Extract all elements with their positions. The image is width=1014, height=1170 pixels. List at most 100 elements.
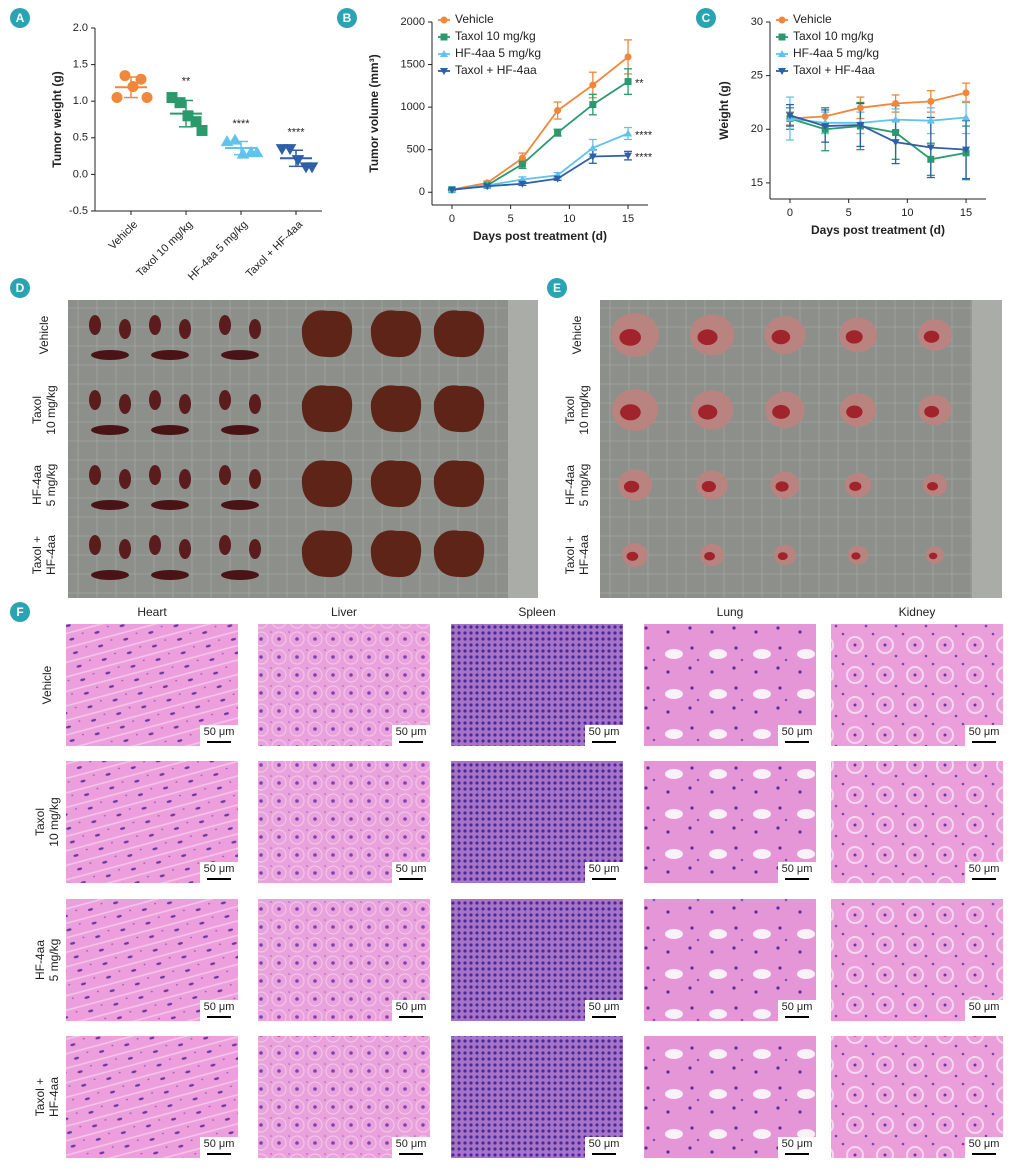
scale-bar-label: 50 μm bbox=[969, 1001, 1000, 1013]
panel-letter: C bbox=[702, 11, 711, 25]
significance: **** bbox=[635, 152, 653, 164]
row-label: HF-4aa bbox=[577, 535, 591, 575]
tumor-blotch bbox=[771, 329, 791, 345]
x-axis-label: Days post treatment (d) bbox=[473, 229, 607, 243]
liver bbox=[433, 460, 485, 508]
scale-bar-label: 50 μm bbox=[396, 863, 427, 875]
scale-bar-label: 50 μm bbox=[589, 863, 620, 875]
scale-bar-box bbox=[965, 862, 1003, 883]
scale-bar-box bbox=[965, 1000, 1003, 1021]
spleen bbox=[221, 500, 259, 510]
scale-bar-box bbox=[200, 725, 238, 746]
tumor-blotch bbox=[697, 329, 718, 346]
marker bbox=[892, 128, 900, 136]
liver bbox=[301, 310, 353, 358]
marker bbox=[856, 104, 864, 112]
marker bbox=[518, 180, 527, 188]
spleen bbox=[91, 570, 129, 580]
kidney bbox=[89, 390, 101, 410]
row-label: 10 mg/kg bbox=[47, 797, 61, 846]
marker bbox=[518, 154, 526, 162]
tumor-blotch bbox=[851, 552, 861, 560]
legend-label: Vehicle bbox=[793, 12, 832, 26]
tumor-blotch bbox=[704, 551, 716, 561]
scale-bar-box bbox=[392, 725, 430, 746]
y-axis-label: Weight (g) bbox=[717, 81, 731, 139]
y-tick-label: -0.5 bbox=[69, 205, 88, 217]
column-header: Liver bbox=[331, 605, 357, 619]
y-tick-label: 15 bbox=[751, 177, 763, 189]
tumor-blotch bbox=[701, 481, 716, 493]
significance: ** bbox=[182, 75, 191, 87]
x-tick-label: 5 bbox=[846, 207, 852, 219]
legend-label: Taxol + HF-4aa bbox=[455, 63, 537, 77]
row-label: Taxol bbox=[30, 396, 44, 424]
scale-bar-box bbox=[200, 862, 238, 883]
marker bbox=[589, 101, 597, 109]
row-label: HF-4aa bbox=[44, 535, 58, 575]
marker bbox=[588, 143, 597, 151]
legend-label: Taxol 10 mg/kg bbox=[455, 29, 536, 43]
spleen bbox=[91, 350, 129, 360]
marker bbox=[624, 53, 632, 61]
spleen bbox=[221, 425, 259, 435]
y-tick-label: 0 bbox=[419, 186, 425, 198]
marker bbox=[589, 81, 597, 89]
scale-bar-label: 50 μm bbox=[589, 726, 620, 738]
scale-bar-box bbox=[585, 725, 623, 746]
panel-letter: A bbox=[16, 11, 25, 25]
scale-bar-label: 50 μm bbox=[204, 1138, 235, 1150]
marker bbox=[119, 70, 131, 82]
marker bbox=[821, 123, 830, 131]
kidney bbox=[219, 465, 231, 485]
kidney bbox=[149, 465, 161, 485]
row-label: Taxol bbox=[33, 808, 47, 836]
y-tick-label: 20 bbox=[751, 123, 763, 135]
row-label: Taxol + bbox=[30, 536, 44, 574]
kidney bbox=[149, 535, 161, 555]
spleen bbox=[91, 500, 129, 510]
kidney bbox=[249, 539, 261, 559]
marker bbox=[777, 49, 787, 57]
y-tick-label: 0.5 bbox=[73, 132, 88, 144]
panel-letter-badge bbox=[547, 278, 567, 298]
series-line bbox=[789, 114, 967, 151]
kidney bbox=[89, 315, 101, 335]
kidney bbox=[179, 539, 191, 559]
marker bbox=[856, 122, 865, 130]
marker bbox=[440, 33, 448, 41]
kidney bbox=[219, 390, 231, 410]
scale-bar-label: 50 μm bbox=[969, 1138, 1000, 1150]
y-tick-label: 1.5 bbox=[73, 59, 88, 71]
row-label: Taxol + bbox=[33, 1078, 47, 1116]
tumor-blotch bbox=[845, 330, 863, 344]
tumor-blotch bbox=[775, 481, 789, 492]
x-tick-label: 10 bbox=[901, 207, 913, 219]
scale-bar-box bbox=[778, 1000, 816, 1021]
y-tick-label: 2.0 bbox=[73, 22, 88, 34]
scale-bar-box bbox=[585, 862, 623, 883]
marker bbox=[182, 110, 194, 122]
panel-letter: D bbox=[16, 281, 25, 295]
row-label: 5 mg/kg bbox=[47, 939, 61, 982]
kidney bbox=[119, 539, 131, 559]
marker bbox=[250, 146, 264, 158]
kidney bbox=[149, 390, 161, 410]
panel-letter-badge bbox=[10, 8, 30, 28]
x-tick-label: 15 bbox=[960, 207, 972, 219]
row-label: HF-4aa bbox=[33, 940, 47, 980]
marker bbox=[891, 115, 900, 123]
legend-label: Vehicle bbox=[455, 12, 494, 26]
tumor-blotch bbox=[626, 551, 639, 561]
tumor-blotch bbox=[849, 481, 862, 492]
marker bbox=[440, 16, 448, 24]
spleen bbox=[221, 350, 259, 360]
row-label: HF-4aa bbox=[47, 1077, 61, 1117]
x-tick-label: 15 bbox=[622, 213, 634, 225]
marker bbox=[778, 16, 786, 24]
y-tick-label: 25 bbox=[751, 70, 763, 82]
marker bbox=[624, 152, 633, 160]
scale-bar-label: 50 μm bbox=[396, 1001, 427, 1013]
panel-letter-badge bbox=[337, 8, 357, 28]
scale-bar-box bbox=[778, 862, 816, 883]
